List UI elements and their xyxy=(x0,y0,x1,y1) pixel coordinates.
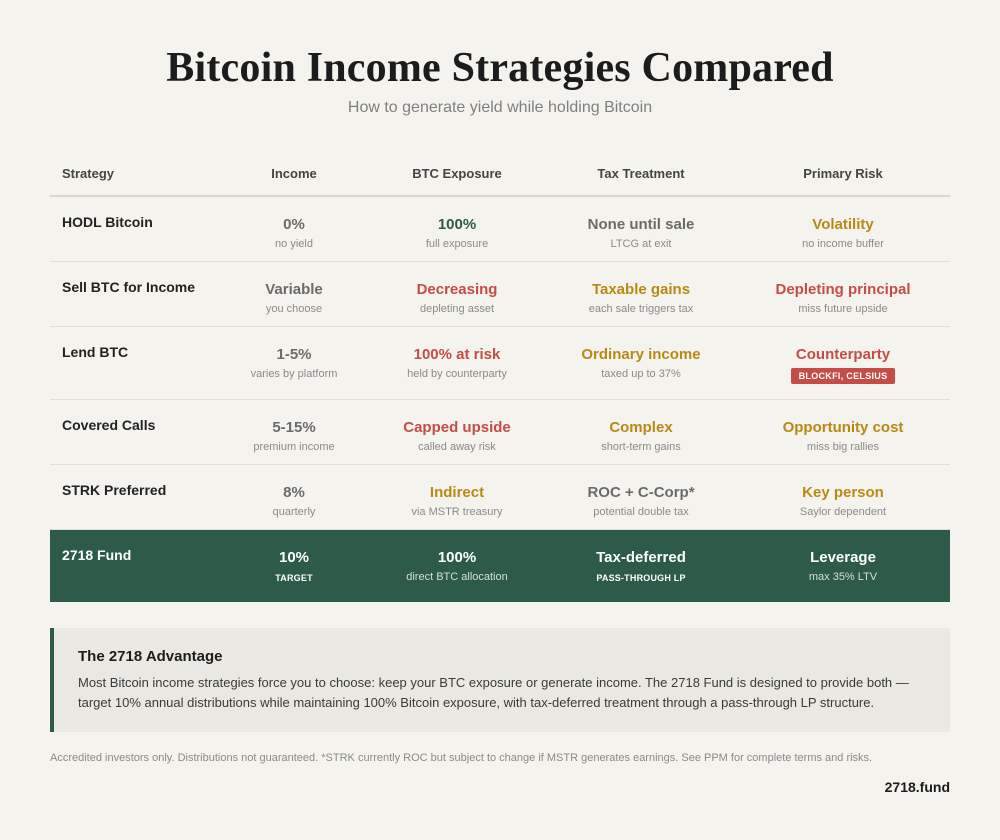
table-row: STRK Preferred 8% quarterly Indirect via… xyxy=(50,465,950,530)
income-value: Variable xyxy=(265,281,323,298)
tax-note: potential double tax xyxy=(593,506,689,518)
risk-value: Leverage xyxy=(810,549,876,566)
exposure-value: Decreasing xyxy=(416,281,498,298)
table-header: Strategy Income BTC Exposure Tax Treatme… xyxy=(50,152,950,197)
tax-value: Complex xyxy=(609,419,673,436)
risk-note: max 35% LTV xyxy=(808,571,878,583)
risk-cell: Depleting principal miss future upside xyxy=(736,262,950,326)
exposure-cell: Capped upside called away risk xyxy=(368,400,546,464)
risk-note: no income buffer xyxy=(802,238,884,250)
risk-cell: Key person Saylor dependent xyxy=(736,465,950,529)
column-header-income: Income xyxy=(271,166,317,181)
income-cell: 10% TARGET xyxy=(220,530,368,602)
exposure-cell: Decreasing depleting asset xyxy=(368,262,546,326)
strategy-name: Covered Calls xyxy=(62,417,156,433)
highlight-row: 2718 Fund 10% TARGET 100% direct BTC all… xyxy=(50,530,950,602)
risk-cell: Volatility no income buffer xyxy=(736,197,950,261)
income-cell: 1-5% varies by platform xyxy=(220,327,368,399)
tax-value: Tax-deferred xyxy=(596,549,686,566)
table-row: Lend BTC 1-5% varies by platform 100% at… xyxy=(50,327,950,400)
exposure-note: depleting asset xyxy=(420,303,494,315)
comparison-table: Strategy Income BTC Exposure Tax Treatme… xyxy=(50,152,950,602)
income-note: you choose xyxy=(265,303,323,315)
income-value: 8% xyxy=(283,484,305,501)
income-note: no yield xyxy=(275,238,313,250)
tax-cell: Taxable gains each sale triggers tax xyxy=(546,262,736,326)
exposure-value: 100% xyxy=(437,549,477,566)
table-row: Sell BTC for Income Variable you choose … xyxy=(50,262,950,327)
exposure-value: 100% xyxy=(437,216,477,233)
income-value: 5-15% xyxy=(272,419,316,436)
page-subtitle: How to generate yield while holding Bitc… xyxy=(347,99,653,116)
exposure-cell: 100% direct BTC allocation xyxy=(368,530,546,602)
income-cell: 5-15% premium income xyxy=(220,400,368,464)
income-cell: 0% no yield xyxy=(220,197,368,261)
advantage-body: Most Bitcoin income strategies force you… xyxy=(78,675,909,710)
column-header-strategy: Strategy xyxy=(62,166,115,181)
tax-cell: Tax-deferred PASS-THROUGH LP xyxy=(546,530,736,602)
exposure-value: Indirect xyxy=(429,484,485,501)
tax-note: taxed up to 37% xyxy=(601,368,681,380)
tax-cell: Ordinary income taxed up to 37% xyxy=(546,327,736,399)
exposure-note: full exposure xyxy=(425,238,489,250)
tax-note: LTCG at exit xyxy=(610,238,672,250)
strategy-name: STRK Preferred xyxy=(62,482,167,498)
exposure-value: Capped upside xyxy=(403,419,511,436)
tax-cell: ROC + C-Corp* potential double tax xyxy=(546,465,736,529)
strategy-name: HODL Bitcoin xyxy=(62,214,153,230)
strategy-name: 2718 Fund xyxy=(62,547,132,563)
tax-note: short-term gains xyxy=(601,441,681,453)
exposure-value: 100% at risk xyxy=(413,346,501,363)
income-note: premium income xyxy=(253,441,335,453)
risk-value: Depleting principal xyxy=(775,281,911,298)
strategy-name: Sell BTC for Income xyxy=(62,279,196,295)
income-value: 0% xyxy=(283,216,305,233)
page-title: Bitcoin Income Strategies Compared xyxy=(166,45,834,91)
income-tag: TARGET xyxy=(275,573,313,583)
income-note: quarterly xyxy=(272,506,316,518)
income-value: 10% xyxy=(278,549,310,566)
risk-cell: Leverage max 35% LTV xyxy=(736,530,950,602)
advantage-heading: The 2718 Advantage xyxy=(78,648,223,665)
tax-cell: None until sale LTCG at exit xyxy=(546,197,736,261)
tax-value: Taxable gains xyxy=(591,281,691,298)
exposure-note: via MSTR treasury xyxy=(411,506,503,518)
advantage-callout: The 2718 Advantage Most Bitcoin income s… xyxy=(50,628,950,732)
income-cell: Variable you choose xyxy=(220,262,368,326)
risk-value: Key person xyxy=(802,484,884,501)
site-link[interactable]: 2718.fund xyxy=(884,779,950,795)
column-header-primary-risk: Primary Risk xyxy=(803,166,883,181)
risk-value: Opportunity cost xyxy=(782,419,904,436)
table-row: HODL Bitcoin 0% no yield 100% full expos… xyxy=(50,197,950,262)
risk-value: Counterparty xyxy=(795,346,891,363)
tax-tag: PASS-THROUGH LP xyxy=(596,573,686,583)
tax-cell: Complex short-term gains xyxy=(546,400,736,464)
risk-note: miss future upside xyxy=(798,303,888,315)
risk-value: Volatility xyxy=(812,216,874,233)
income-cell: 8% quarterly xyxy=(220,465,368,529)
exposure-cell: Indirect via MSTR treasury xyxy=(368,465,546,529)
risk-badge: BLOCKFI, CELSIUS xyxy=(790,368,896,384)
disclaimer: Accredited investors only. Distributions… xyxy=(50,752,873,764)
risk-cell: Counterparty BLOCKFI, CELSIUS xyxy=(736,327,950,399)
table-row: Covered Calls 5-15% premium income Cappe… xyxy=(50,400,950,465)
exposure-cell: 100% full exposure xyxy=(368,197,546,261)
exposure-note: called away risk xyxy=(418,441,496,453)
income-note: varies by platform xyxy=(250,368,338,380)
risk-note: miss big rallies xyxy=(806,441,880,453)
tax-note: each sale triggers tax xyxy=(588,303,694,315)
column-header-btc-exposure: BTC Exposure xyxy=(412,166,502,181)
exposure-note: held by counterparty xyxy=(407,368,507,380)
risk-cell: Opportunity cost miss big rallies xyxy=(736,400,950,464)
exposure-cell: 100% at risk held by counterparty xyxy=(368,327,546,399)
tax-value: Ordinary income xyxy=(581,346,701,363)
tax-value: ROC + C-Corp* xyxy=(587,484,695,501)
risk-note: Saylor dependent xyxy=(799,506,887,518)
column-header-tax-treatment: Tax Treatment xyxy=(597,166,685,181)
tax-value: None until sale xyxy=(587,216,695,233)
income-value: 1-5% xyxy=(276,346,312,363)
strategy-name: Lend BTC xyxy=(62,344,129,360)
exposure-note: direct BTC allocation xyxy=(406,571,508,583)
